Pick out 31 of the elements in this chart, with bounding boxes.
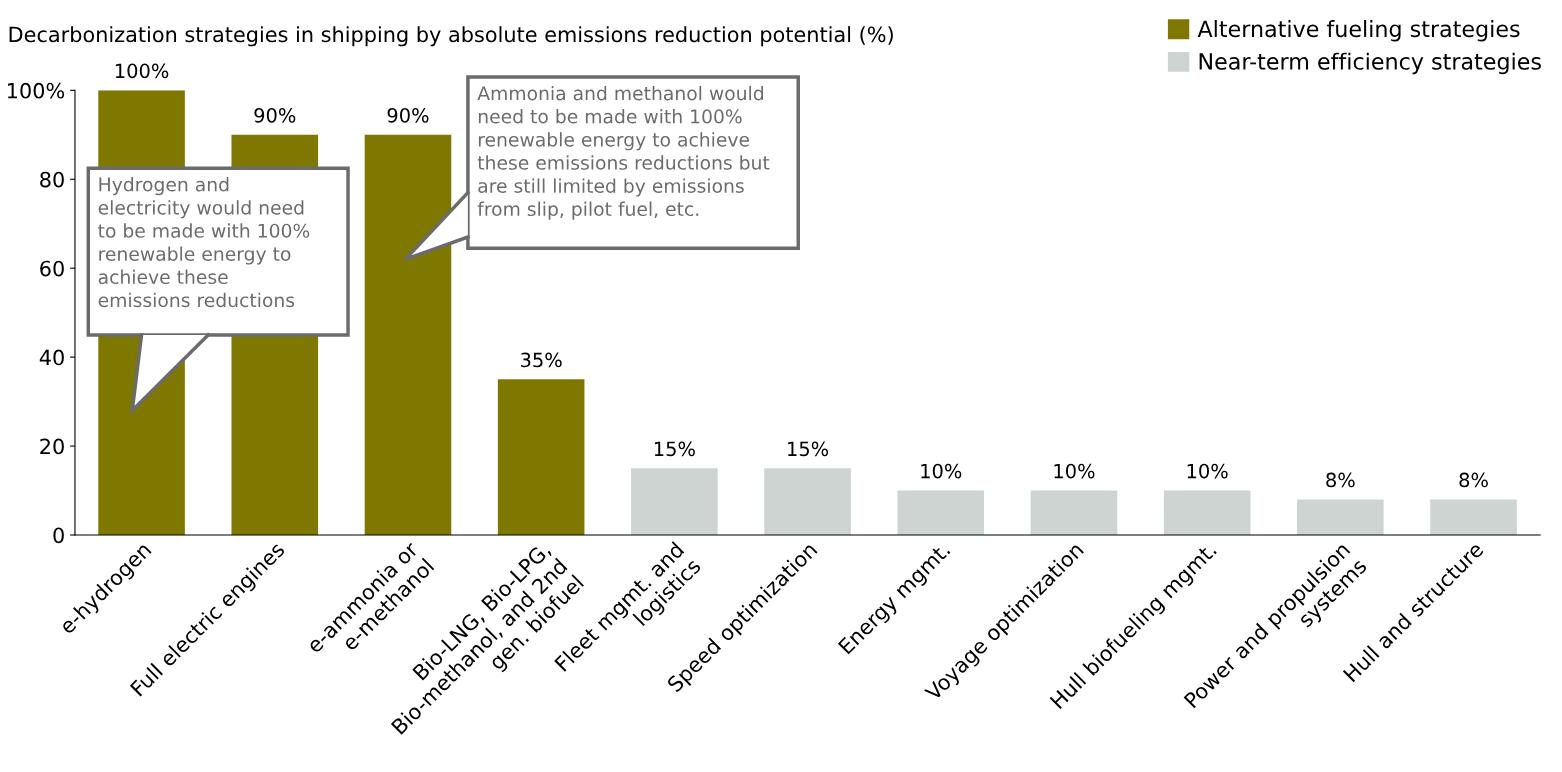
y-tick-label: 20 <box>40 438 64 455</box>
data-label: 10% <box>1187 463 1228 479</box>
bar <box>897 490 985 535</box>
bar <box>764 468 851 535</box>
data-label: 15% <box>654 441 695 457</box>
data-label: 90% <box>387 107 429 123</box>
y-tick-label: 60 <box>40 260 64 277</box>
data-label: 15% <box>788 441 829 457</box>
legend-label: Alternative fueling strategies <box>1197 20 1520 42</box>
y-tick-label: 40 <box>39 349 64 366</box>
annotation: Ammonia and methanol would need to be made with 100% renewable energy to achieve these emissions reductions but are still limited by emissions from slip, pilot fuel, etc. <box>477 85 770 220</box>
chart-title: Decarbonization strategies in shipping by absolute emissions reduction potential (%) <box>9 26 893 47</box>
bar <box>1430 499 1517 535</box>
data-label: 90% <box>254 107 296 123</box>
bar <box>631 468 718 535</box>
data-label: 8% <box>1459 472 1488 488</box>
data-label: 100% <box>115 63 169 79</box>
y-tick-label: 80 <box>40 171 64 188</box>
data-label: 10% <box>921 463 962 479</box>
y-tick-label: 100% <box>7 82 65 99</box>
data-label: 35% <box>521 352 562 368</box>
bar <box>497 379 585 535</box>
data-label: 10% <box>1054 463 1095 479</box>
bar <box>1163 490 1251 535</box>
annotation: Hydrogen and electricity would need to be made with 100% renewable energy to achieve these emissions reductions <box>98 177 310 308</box>
bar <box>364 134 452 535</box>
bar <box>1297 499 1384 535</box>
bar <box>1030 490 1118 535</box>
legend-label: Near-term efficiency strategies <box>1199 52 1541 75</box>
y-tick-label: 0 <box>53 527 64 544</box>
data-label: 8% <box>1326 472 1355 488</box>
